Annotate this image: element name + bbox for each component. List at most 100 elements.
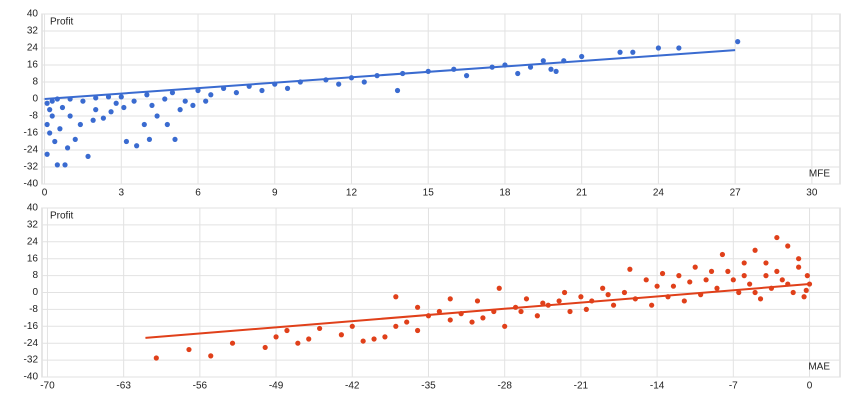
- point: [57, 126, 63, 132]
- point: [162, 96, 168, 102]
- point: [806, 281, 813, 287]
- point: [54, 162, 60, 168]
- point: [177, 107, 183, 113]
- point: [502, 323, 508, 329]
- point: [801, 294, 807, 300]
- point: [627, 266, 633, 272]
- point: [113, 100, 119, 106]
- point: [655, 45, 662, 51]
- point: [540, 300, 546, 306]
- point: [169, 90, 176, 96]
- point: [600, 285, 606, 291]
- point: [62, 162, 68, 168]
- x-tick-label: 24: [653, 188, 665, 199]
- x-tick-label: 15: [423, 188, 435, 199]
- point: [47, 107, 53, 113]
- point: [796, 264, 802, 270]
- point: [349, 323, 355, 329]
- x-tick-label: -14: [650, 381, 665, 392]
- y-tick-label: -24: [24, 145, 39, 156]
- point: [763, 273, 769, 279]
- point: [736, 289, 742, 296]
- point: [182, 98, 188, 104]
- x-tick-label: -42: [345, 381, 360, 392]
- y-tick-label: 16: [27, 253, 39, 264]
- point: [774, 268, 780, 274]
- point: [80, 98, 86, 104]
- point: [496, 285, 502, 291]
- point: [72, 136, 78, 142]
- y-tick-label: 32: [27, 26, 39, 37]
- point: [719, 251, 726, 258]
- point: [284, 85, 291, 91]
- point: [208, 92, 214, 98]
- point: [692, 264, 698, 270]
- y-tick-label: -24: [24, 338, 39, 349]
- point: [654, 283, 660, 289]
- point: [785, 243, 791, 249]
- point: [404, 319, 410, 325]
- point: [687, 279, 693, 285]
- point: [153, 355, 159, 361]
- point: [44, 121, 50, 128]
- point: [67, 113, 73, 119]
- point: [123, 138, 130, 145]
- point: [141, 121, 147, 128]
- point: [796, 256, 802, 262]
- y-tick-label: 8: [32, 270, 38, 281]
- point: [164, 121, 170, 128]
- point: [676, 273, 682, 279]
- point: [621, 289, 628, 296]
- point: [186, 346, 192, 353]
- point: [108, 109, 114, 115]
- point: [118, 94, 124, 100]
- point: [90, 117, 96, 123]
- point: [670, 283, 677, 289]
- point: [149, 102, 155, 108]
- x-tick-label: 27: [730, 188, 742, 199]
- y-tick-label: 40: [27, 203, 39, 214]
- point: [534, 313, 540, 319]
- point: [463, 73, 470, 79]
- point: [747, 281, 753, 287]
- point: [681, 298, 687, 304]
- point: [229, 340, 236, 346]
- x-tick-label: 0: [42, 188, 48, 199]
- point: [121, 104, 127, 111]
- point: [515, 70, 521, 77]
- point: [394, 87, 401, 94]
- point: [414, 304, 421, 310]
- point: [338, 332, 344, 338]
- point: [436, 308, 442, 315]
- point: [730, 277, 736, 283]
- point: [567, 308, 573, 315]
- x-tick-label: -70: [40, 381, 55, 392]
- point: [144, 92, 150, 98]
- x-tick-label: 30: [806, 188, 818, 199]
- point: [172, 136, 178, 142]
- y-tick-label: 0: [32, 94, 38, 105]
- x-tick-label: -28: [497, 381, 512, 392]
- point: [414, 327, 421, 334]
- y-tick-label: -8: [29, 111, 38, 122]
- x-axis-title: MAE: [808, 362, 830, 373]
- y-axis-title: Profit: [50, 211, 74, 222]
- point: [233, 90, 239, 96]
- point: [790, 289, 796, 296]
- point: [579, 53, 585, 60]
- x-tick-label: 18: [499, 188, 511, 199]
- point: [556, 298, 562, 304]
- point: [93, 107, 99, 113]
- point: [360, 338, 366, 344]
- y-tick-label: -16: [24, 128, 39, 139]
- point: [763, 260, 769, 266]
- point: [779, 277, 785, 283]
- x-tick-label: 6: [195, 188, 201, 199]
- point: [803, 287, 809, 293]
- y-tick-label: 8: [32, 77, 38, 88]
- y-tick-label: 24: [27, 43, 39, 54]
- x-tick-label: -35: [421, 381, 436, 392]
- trend-line: [44, 49, 736, 100]
- point: [708, 268, 715, 274]
- point: [527, 64, 534, 70]
